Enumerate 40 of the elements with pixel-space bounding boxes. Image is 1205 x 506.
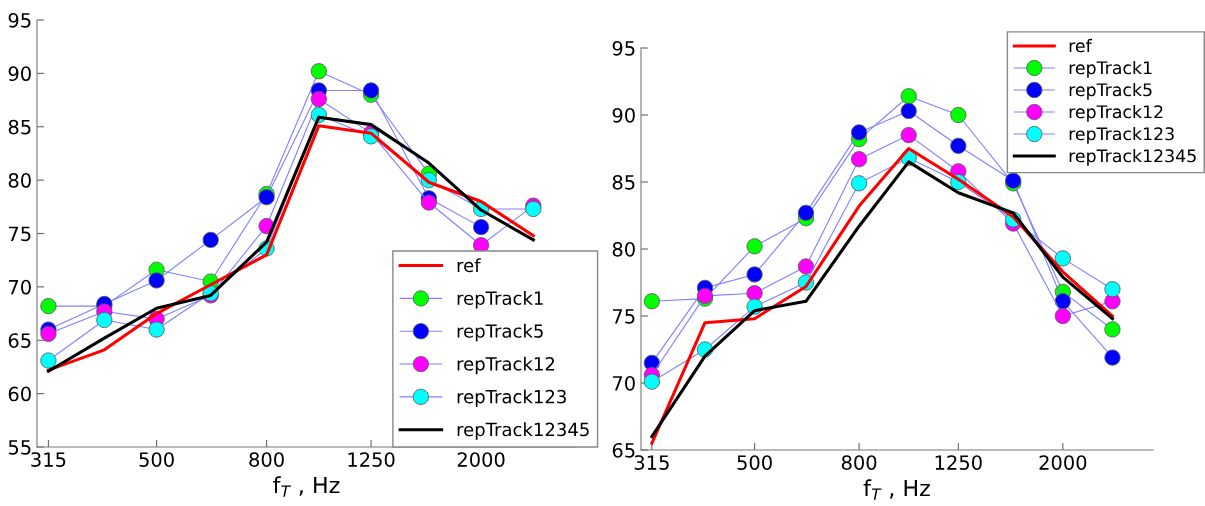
y-tick-label: 90 [8,66,31,82]
x-tick-label: 500 [139,452,174,467]
y-tick-label: 85 [8,119,31,135]
y-tick-label: 55 [8,440,31,455]
y-tick-label: 95 [8,12,31,28]
y-tick-label: 60 [8,386,31,402]
x-tick-label: 800 [249,452,284,467]
legend-label: repTrack12 [1069,104,1163,122]
legend-label: repTrack5 [1069,82,1152,100]
legend-label: repTrack5 [457,323,543,342]
x-tick-label: 1250 [348,452,395,467]
y-tick-label: 65 [8,333,31,348]
y-tick-label: 70 [8,279,31,295]
x-tick-label: 2000 [457,452,505,467]
x-tick-label: 1250 [935,455,982,470]
y-tick-label: 80 [612,241,635,257]
y-tick-label: 65 [612,442,635,458]
x-tick-label: 315 [634,455,669,470]
y-tick-label: 75 [8,226,31,242]
y-tick-label: 75 [612,309,635,324]
legend-label: repTrack1 [457,291,543,309]
y-tick-label: 85 [612,174,635,190]
y-tick-label: 70 [612,375,635,391]
x-tick-label: 800 [841,455,877,470]
legend-label: repTrack1 [1069,60,1152,78]
y-tick-label: 90 [612,107,635,123]
legend-label: repTrack12345 [1069,148,1196,166]
legend-label: repTrack12 [457,356,555,375]
legend-label: repTrack12345 [457,422,589,440]
x-tick-label: 315 [31,452,66,467]
x-tick-label: 2000 [1039,455,1087,470]
legend-label: repTrack123 [1069,126,1174,144]
x-tick-label: 500 [737,455,772,470]
x-axis-title: f$_{T}$ , Hz [273,476,340,497]
x-axis-title: f$_{T}$ , Hz [863,479,930,500]
legend-label: repTrack123 [457,389,566,407]
legend-label: ref [1069,38,1093,53]
y-tick-label: 80 [8,173,31,188]
legend-label: ref [457,258,481,273]
y-tick-label: 95 [612,40,635,56]
